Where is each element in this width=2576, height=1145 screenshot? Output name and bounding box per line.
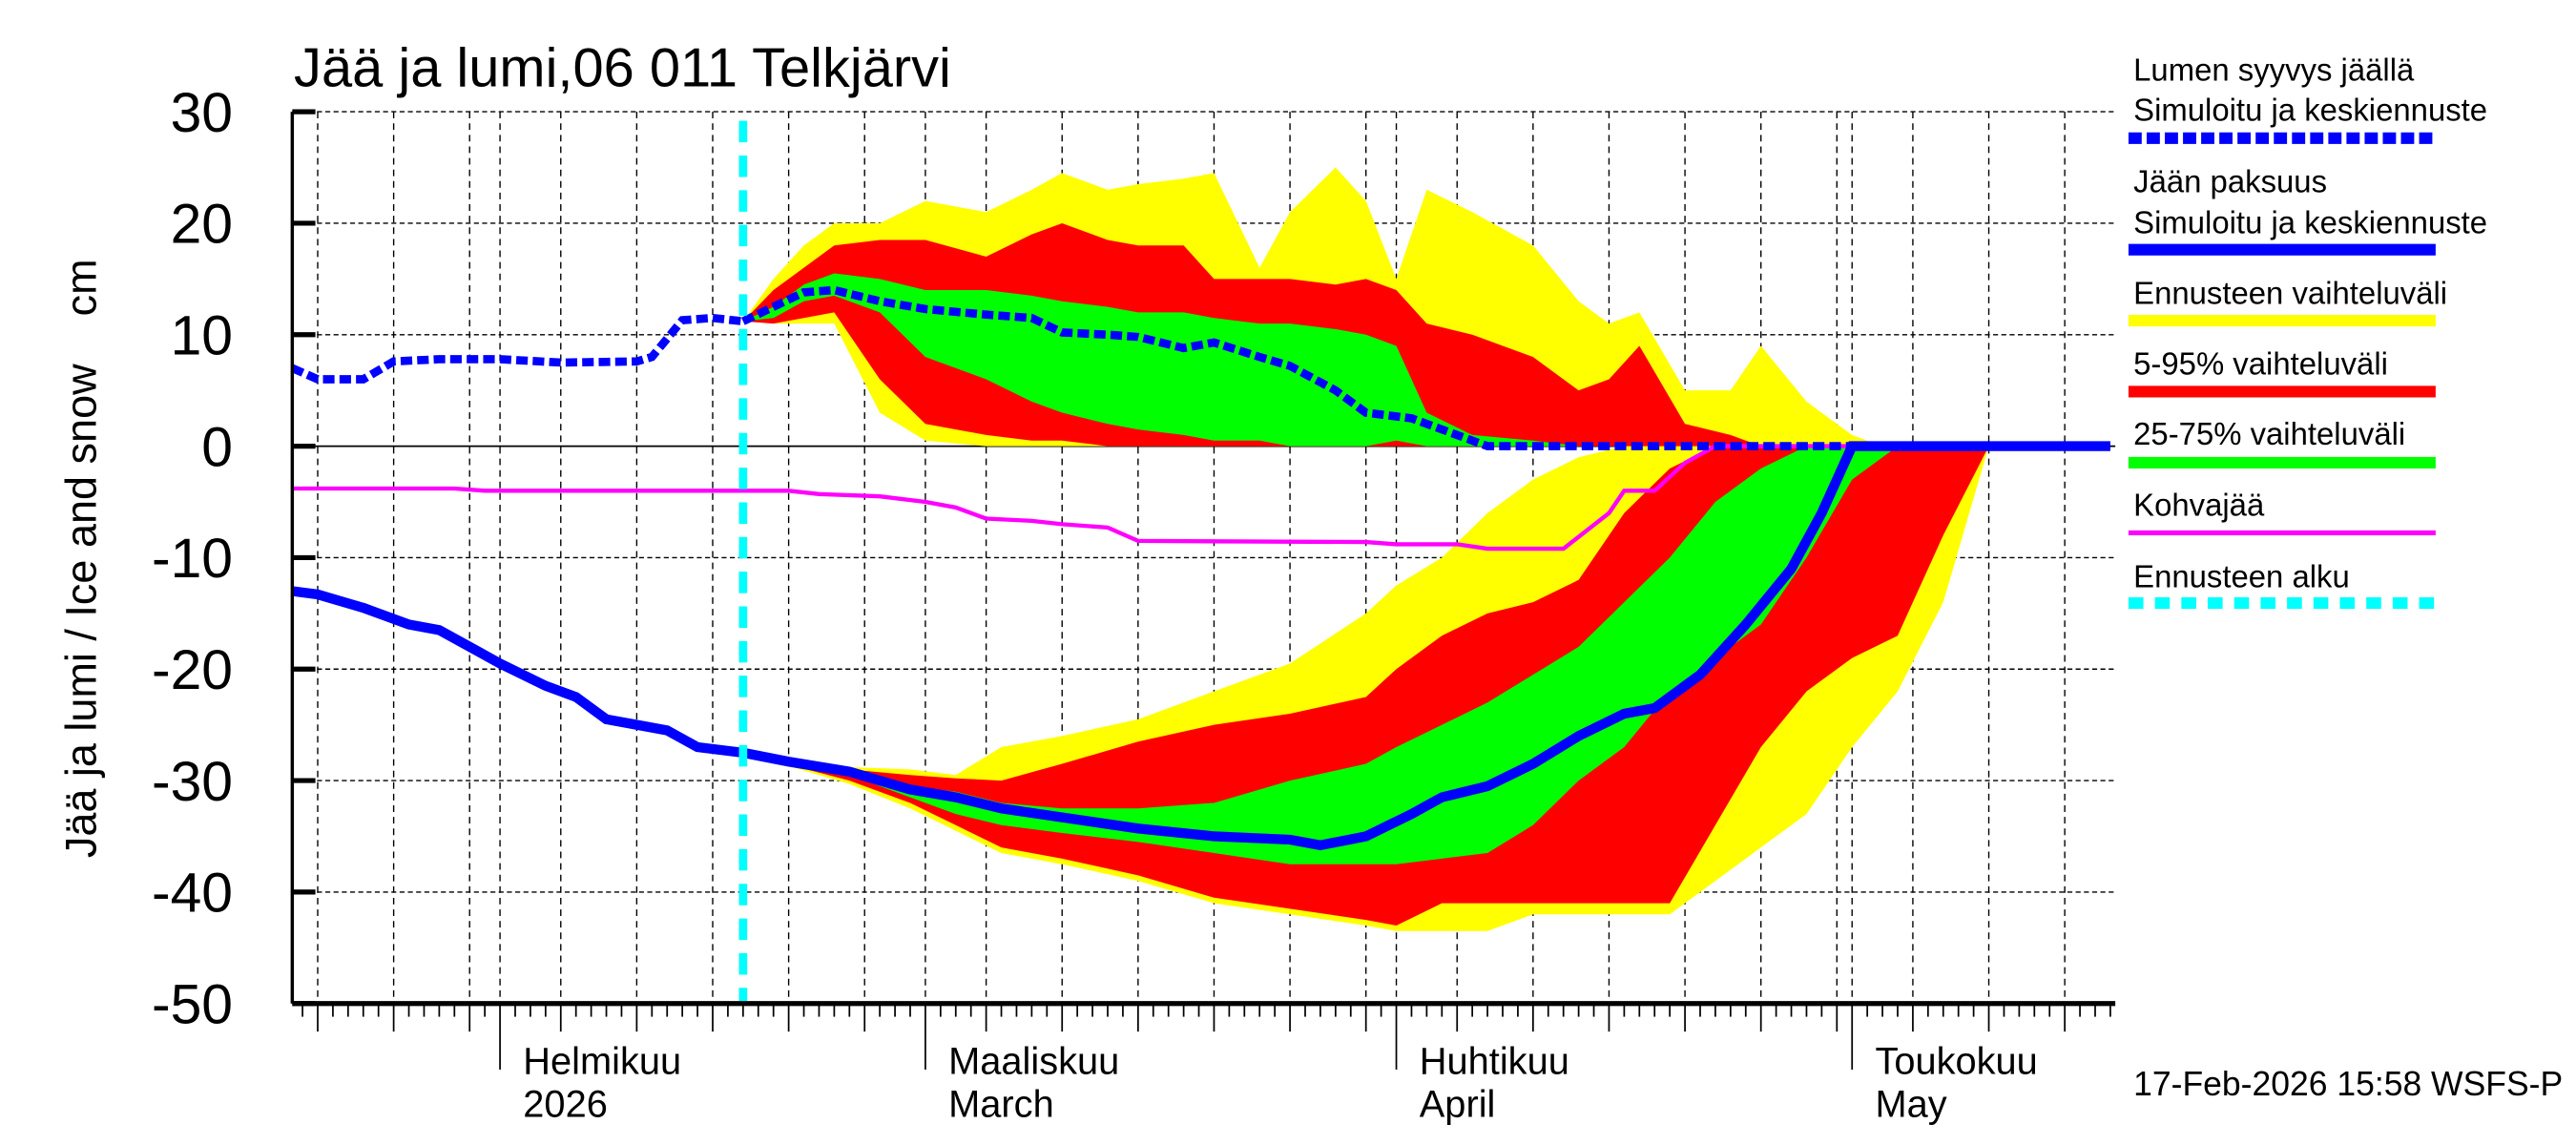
- snow-p25-75-band: [742, 273, 1883, 447]
- legend-label: Ennusteen alku: [2133, 558, 2350, 593]
- y-tick-label: 20: [171, 194, 233, 256]
- y-tick-label: -10: [152, 528, 233, 590]
- month-label: Maaliskuu: [948, 1040, 1119, 1082]
- legend-label: Lumen syyvys jäällä: [2133, 52, 2415, 88]
- timestamp: 17-Feb-2026 15:58 WSFS-P: [2133, 1064, 2563, 1103]
- bands: [742, 167, 1989, 931]
- y-tick-label: 10: [171, 305, 233, 367]
- legend-sublabel: Simuloitu ja keskiennuste: [2133, 204, 2487, 239]
- y-tick-label: -40: [152, 863, 233, 925]
- ice-p25-75-band: [742, 446, 1989, 864]
- snow-observed-line: [290, 313, 744, 384]
- ice-observed-line: [291, 586, 744, 759]
- legend-label: Kohvajää: [2133, 487, 2265, 522]
- snow-median-line: [740, 285, 2110, 450]
- legend-label: 25-75% vaihteluväli: [2133, 416, 2405, 451]
- month-label: Huhtikuu: [1420, 1040, 1569, 1082]
- month-label: Toukokuu: [1875, 1040, 2037, 1082]
- month-sublabel: May: [1875, 1083, 1946, 1125]
- month-sublabel: April: [1420, 1083, 1496, 1125]
- month-sublabel: March: [948, 1083, 1054, 1125]
- legend-label: 5-95% vaihteluväli: [2133, 345, 2388, 381]
- y-tick-label: -20: [152, 639, 233, 701]
- series-lines: [290, 120, 2110, 1004]
- legend-label: Jään paksuus: [2133, 164, 2327, 199]
- slush-ice-line: [292, 444, 2110, 552]
- month-sublabel: 2026: [523, 1083, 608, 1125]
- y-tick-label: 30: [171, 82, 233, 144]
- legend: Lumen syyvys jäällä Simuloitu ja keskienn…: [2128, 52, 2487, 610]
- y-tick-label: -30: [152, 751, 233, 813]
- month-label: Helmikuu: [523, 1040, 681, 1082]
- chart-title: Jää ja lumi,06 011 Telkjärvi: [294, 37, 951, 98]
- ice-median-line: [741, 441, 2110, 851]
- legend-label: Ennusteen vaihteluväli: [2133, 276, 2447, 311]
- legend-sublabel: Simuloitu ja keskiennuste: [2133, 93, 2487, 128]
- y-tick-label: -50: [152, 973, 233, 1035]
- y-axis-label: Jää ja lumi / Ice and snow cm: [56, 259, 105, 858]
- y-tick-label: 0: [201, 416, 233, 478]
